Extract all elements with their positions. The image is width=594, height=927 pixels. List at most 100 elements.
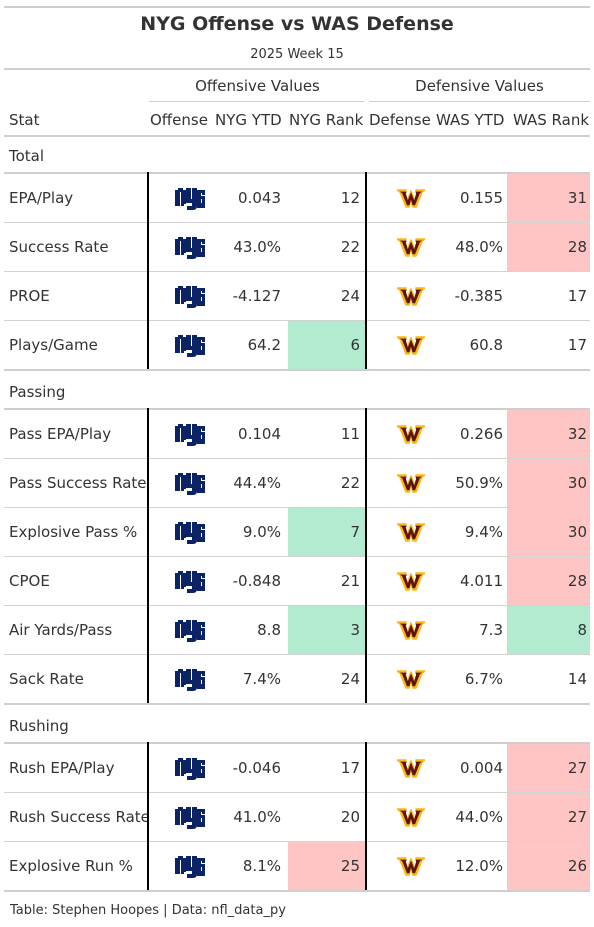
defense-divider	[365, 742, 367, 890]
was-logo-icon	[396, 670, 426, 689]
was-ytd-value: 4.011	[460, 572, 503, 590]
nyg-logo-icon	[175, 424, 205, 446]
nyg-logo-icon	[175, 571, 205, 593]
table-row: Success Rate 43.0% 22 48.0% 28	[4, 223, 590, 272]
stat-name: Pass EPA/Play	[9, 425, 112, 443]
was-ytd-value: 9.4%	[464, 523, 503, 541]
nyg-ytd-value: 8.1%	[242, 857, 281, 875]
offense-divider	[147, 742, 149, 890]
offense-logo	[174, 567, 206, 599]
table-row: PROE -4.127 24 -0.385 17	[4, 272, 590, 321]
group-rule	[4, 408, 590, 410]
offense-logo	[174, 184, 206, 216]
was-rank-value: 17	[567, 287, 587, 305]
defense-spanner: Defensive Values	[415, 77, 544, 95]
top-rule	[4, 6, 590, 8]
table-row: Pass Success Rate 44.4% 22 50.9% 30	[4, 459, 590, 508]
nyg-ytd-value: -0.848	[232, 572, 281, 590]
was-rank-highlight	[507, 410, 590, 458]
stat-name: CPOE	[9, 572, 50, 590]
was-ytd-value: -0.385	[454, 287, 503, 305]
row-divider	[4, 271, 590, 272]
group-end-rule	[4, 703, 590, 705]
was-logo-icon	[396, 189, 426, 208]
was-rank-value: 30	[567, 474, 587, 492]
row-divider	[4, 222, 590, 223]
row-divider	[4, 792, 590, 793]
offense-logo	[174, 233, 206, 265]
was-rank-value: 28	[567, 238, 587, 256]
nyg-ytd-value: 44.4%	[233, 474, 281, 492]
was-rank-value: 17	[567, 336, 587, 354]
defense-logo	[396, 806, 426, 832]
was-rank-highlight	[507, 606, 590, 654]
was-rank-highlight	[507, 793, 590, 841]
was-logo-icon	[396, 474, 426, 493]
defense-logo	[396, 757, 426, 783]
was-rank-highlight	[507, 842, 590, 890]
group-label: Passing	[9, 383, 66, 401]
col-head-was-ytd: WAS YTD	[436, 111, 505, 129]
col-head-was-rank: WAS Rank	[513, 111, 590, 129]
nyg-logo-icon	[175, 669, 205, 691]
group-rule	[4, 742, 590, 744]
table-row: EPA/Play 0.043 12 0.155 31	[4, 174, 590, 223]
nyg-ytd-value: -4.127	[232, 287, 281, 305]
nyg-rank-value: 11	[340, 425, 360, 443]
nyg-ytd-value: 8.8	[257, 621, 281, 639]
nyg-rank-highlight	[288, 606, 365, 654]
offense-logo	[174, 803, 206, 835]
offense-spanner-rule	[149, 101, 364, 102]
group-end-rule	[4, 890, 590, 892]
nyg-rank-highlight	[288, 321, 365, 369]
nyg-rank-value: 21	[340, 572, 360, 590]
was-ytd-value: 0.266	[460, 425, 503, 443]
stat-name: EPA/Play	[9, 189, 74, 207]
was-ytd-value: 60.8	[469, 336, 503, 354]
was-rank-highlight	[507, 557, 590, 605]
offense-spanner: Offensive Values	[195, 77, 320, 95]
nyg-rank-value: 17	[340, 759, 360, 777]
nyg-ytd-value: 9.0%	[242, 523, 281, 541]
was-ytd-value: 7.3	[479, 621, 503, 639]
stat-name: Success Rate	[9, 238, 109, 256]
was-rank-highlight	[507, 508, 590, 556]
row-divider	[4, 458, 590, 459]
defense-logo	[396, 187, 426, 213]
nyg-rank-highlight	[288, 842, 365, 890]
col-head-nyg-ytd: NYG YTD	[215, 111, 282, 129]
table-subtitle: 2025 Week 15	[250, 47, 344, 62]
was-logo-icon	[396, 808, 426, 827]
was-rank-highlight	[507, 459, 590, 507]
nyg-ytd-value: 7.4%	[242, 670, 281, 688]
nyg-ytd-value: 41.0%	[233, 808, 281, 826]
group-label: Rushing	[9, 717, 69, 735]
stat-name: PROE	[9, 287, 50, 305]
was-rank-value: 27	[567, 759, 587, 777]
was-rank-value: 30	[567, 523, 587, 541]
nyg-rank-value: 3	[350, 621, 360, 639]
was-ytd-value: 0.155	[460, 189, 503, 207]
row-divider	[4, 605, 590, 606]
nyg-logo-icon	[175, 473, 205, 495]
offense-logo	[174, 331, 206, 363]
col-head-stat: Stat	[9, 111, 40, 129]
table-row: Rush Success Rate 41.0% 20 44.0% 27	[4, 793, 590, 842]
col-head-nyg-rank: NYG Rank	[289, 111, 364, 129]
nyg-logo-icon	[175, 807, 205, 829]
was-ytd-value: 50.9%	[455, 474, 503, 492]
nyg-logo-icon	[175, 237, 205, 259]
nyg-rank-value: 22	[340, 238, 360, 256]
nyg-rank-value: 20	[340, 808, 360, 826]
colhead-rule	[4, 135, 590, 137]
defense-divider	[365, 172, 367, 369]
offense-logo	[174, 852, 206, 884]
row-divider	[4, 320, 590, 321]
nyg-rank-value: 7	[350, 523, 360, 541]
offense-logo	[174, 420, 206, 452]
offense-logo	[174, 469, 206, 501]
was-rank-value: 8	[577, 621, 587, 639]
defense-spanner-rule	[369, 101, 590, 102]
nyg-logo-icon	[175, 620, 205, 642]
stat-name: Explosive Pass %	[9, 523, 138, 541]
